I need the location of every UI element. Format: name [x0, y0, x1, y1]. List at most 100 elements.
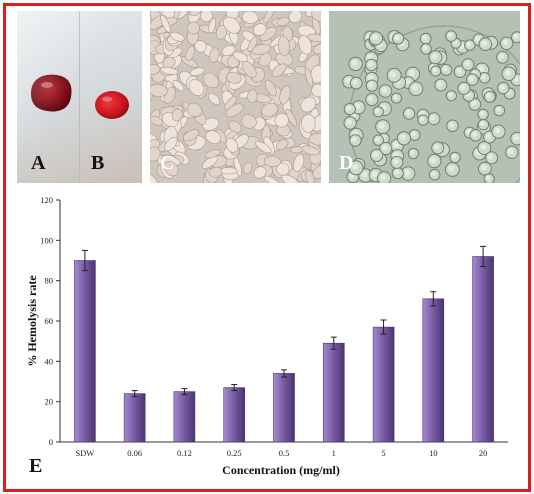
cell-shape	[232, 51, 249, 63]
cell-shape	[225, 103, 244, 118]
cell-shape	[247, 36, 258, 53]
cell-center	[480, 121, 485, 126]
cell-center	[487, 154, 494, 160]
cell-center	[431, 171, 436, 177]
cell-center	[410, 150, 415, 155]
cell-center	[375, 108, 380, 113]
cell-shape	[150, 116, 163, 126]
x-tick-label: SDW	[75, 448, 94, 458]
x-tick-label: 0.12	[177, 448, 192, 458]
panel-a-blood-slide: A B	[17, 11, 142, 183]
cell-shape	[311, 83, 321, 98]
cell-center	[456, 68, 462, 74]
cell-shape	[281, 174, 299, 183]
x-tick-label: 1	[332, 448, 336, 458]
cell-shape	[150, 172, 158, 183]
cell-center	[481, 74, 486, 80]
cell-center	[472, 131, 478, 137]
cell-center	[346, 105, 352, 111]
cell-center	[486, 93, 492, 99]
cell-center	[479, 111, 485, 116]
x-tick-label: 10	[429, 448, 438, 458]
cell-center	[513, 33, 519, 39]
cell-shape	[200, 11, 213, 23]
cell-center	[448, 122, 455, 128]
cell-center	[471, 100, 477, 107]
cell-center	[345, 77, 351, 84]
cell-center	[499, 84, 505, 90]
cell-center	[411, 131, 416, 137]
cell-center	[405, 109, 411, 116]
cell-shape	[276, 139, 289, 151]
cell-shape	[305, 170, 315, 183]
slide-divider	[79, 11, 80, 183]
cell-center	[351, 136, 357, 142]
cell-center	[475, 36, 481, 42]
slide-reflection	[17, 11, 142, 183]
cell-shape	[170, 31, 185, 42]
cell-center	[393, 158, 399, 165]
cell-shape	[208, 17, 217, 34]
cell-shape	[307, 33, 321, 43]
y-tick-label: 20	[45, 397, 54, 407]
cell-center	[354, 103, 361, 110]
cell-shape	[308, 133, 321, 146]
cell-center	[411, 84, 418, 91]
cell-shape	[241, 114, 257, 129]
cell-shape	[208, 92, 220, 105]
cell-center	[485, 133, 492, 139]
cell-shape	[215, 25, 227, 40]
cell-center	[431, 53, 438, 60]
cell-shape	[205, 130, 221, 144]
y-axis-title: % Hemolysis rate	[25, 275, 39, 367]
bar	[422, 298, 445, 443]
cell-shape	[274, 113, 289, 128]
cell-center	[422, 45, 428, 51]
cell-shape	[221, 45, 236, 56]
cell-shape	[313, 43, 321, 55]
panel-label-d: D	[339, 152, 354, 174]
cell-shape	[208, 166, 223, 178]
y-tick-label: 120	[40, 195, 53, 205]
drop-b-highlight	[102, 96, 112, 102]
bar	[74, 260, 96, 443]
cell-center	[448, 92, 453, 97]
cell-center	[381, 87, 388, 93]
y-tick-label: 0	[49, 437, 53, 447]
cell-center	[430, 115, 436, 121]
cell-shape	[182, 129, 200, 142]
panel-label-b: B	[91, 152, 105, 174]
cell-shape	[186, 102, 202, 118]
panel-d-micrograph: D	[329, 11, 520, 183]
panel-label-a: A	[31, 152, 46, 174]
cell-shape	[201, 155, 218, 169]
cell-center	[480, 144, 487, 150]
cell-center	[502, 39, 509, 46]
cell-center	[378, 122, 385, 129]
cell-center	[374, 136, 380, 142]
cell-shape	[255, 141, 272, 154]
cell-center	[380, 174, 387, 181]
blood-drops-graphic	[31, 74, 129, 119]
cell-shape	[301, 145, 320, 156]
cell-center	[382, 144, 388, 151]
cell-shape	[202, 72, 220, 89]
cell-center	[372, 151, 379, 158]
cell-center	[393, 141, 399, 148]
cell-shape	[226, 71, 242, 84]
drop-a-highlight	[41, 82, 53, 88]
chart-bars	[74, 245, 494, 443]
cell-center	[460, 84, 466, 91]
bar	[273, 373, 295, 443]
cell-center	[451, 154, 457, 159]
cell-center	[468, 76, 474, 82]
cell-center	[352, 163, 359, 170]
cell-shape	[253, 166, 267, 179]
cell-center	[481, 164, 487, 171]
cell-shape	[171, 108, 183, 122]
cell-shape	[263, 11, 275, 24]
cell-center	[408, 69, 415, 77]
cell-shape	[242, 161, 253, 175]
cell-shape	[261, 102, 279, 118]
